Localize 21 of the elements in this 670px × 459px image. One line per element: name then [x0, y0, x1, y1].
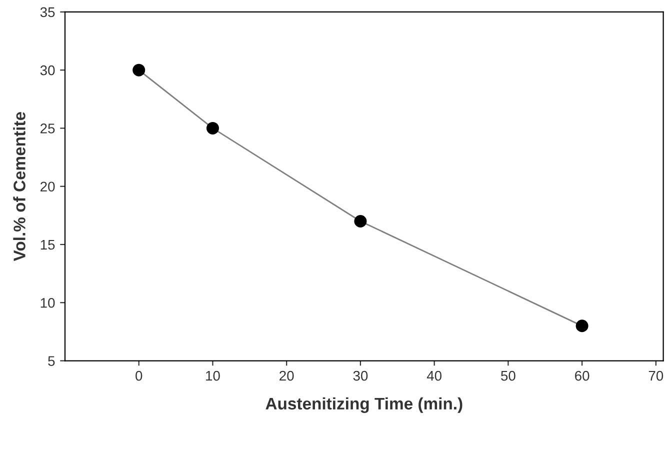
y-tick-label: 20: [40, 182, 55, 192]
x-tick-label: 10: [206, 370, 220, 381]
x-tick-label: 40: [426, 370, 442, 381]
y-tick-label: 25: [40, 124, 55, 134]
point: [354, 214, 367, 228]
x-axis-title: Austenitizing Time (min.): [266, 397, 462, 413]
y-tick-label: 30: [40, 65, 55, 76]
point: [132, 64, 146, 76]
y-tick-label: 10: [40, 298, 55, 308]
x-tick-label: 50: [501, 370, 516, 381]
point: [576, 320, 588, 332]
x-tick-label: 0: [136, 370, 142, 381]
y-tick-label: 15: [40, 240, 55, 250]
x-tick-label: 30: [353, 370, 368, 381]
y-tick-label: 5: [48, 356, 55, 366]
y-tick-label: 35: [40, 7, 55, 18]
x-tick-label: 60: [575, 370, 590, 381]
x-tick-label: 20: [280, 370, 294, 381]
point: [206, 122, 219, 134]
y-axis-title: Vol.% of Cementite: [13, 112, 26, 262]
x-tick-label: 70: [648, 370, 664, 381]
